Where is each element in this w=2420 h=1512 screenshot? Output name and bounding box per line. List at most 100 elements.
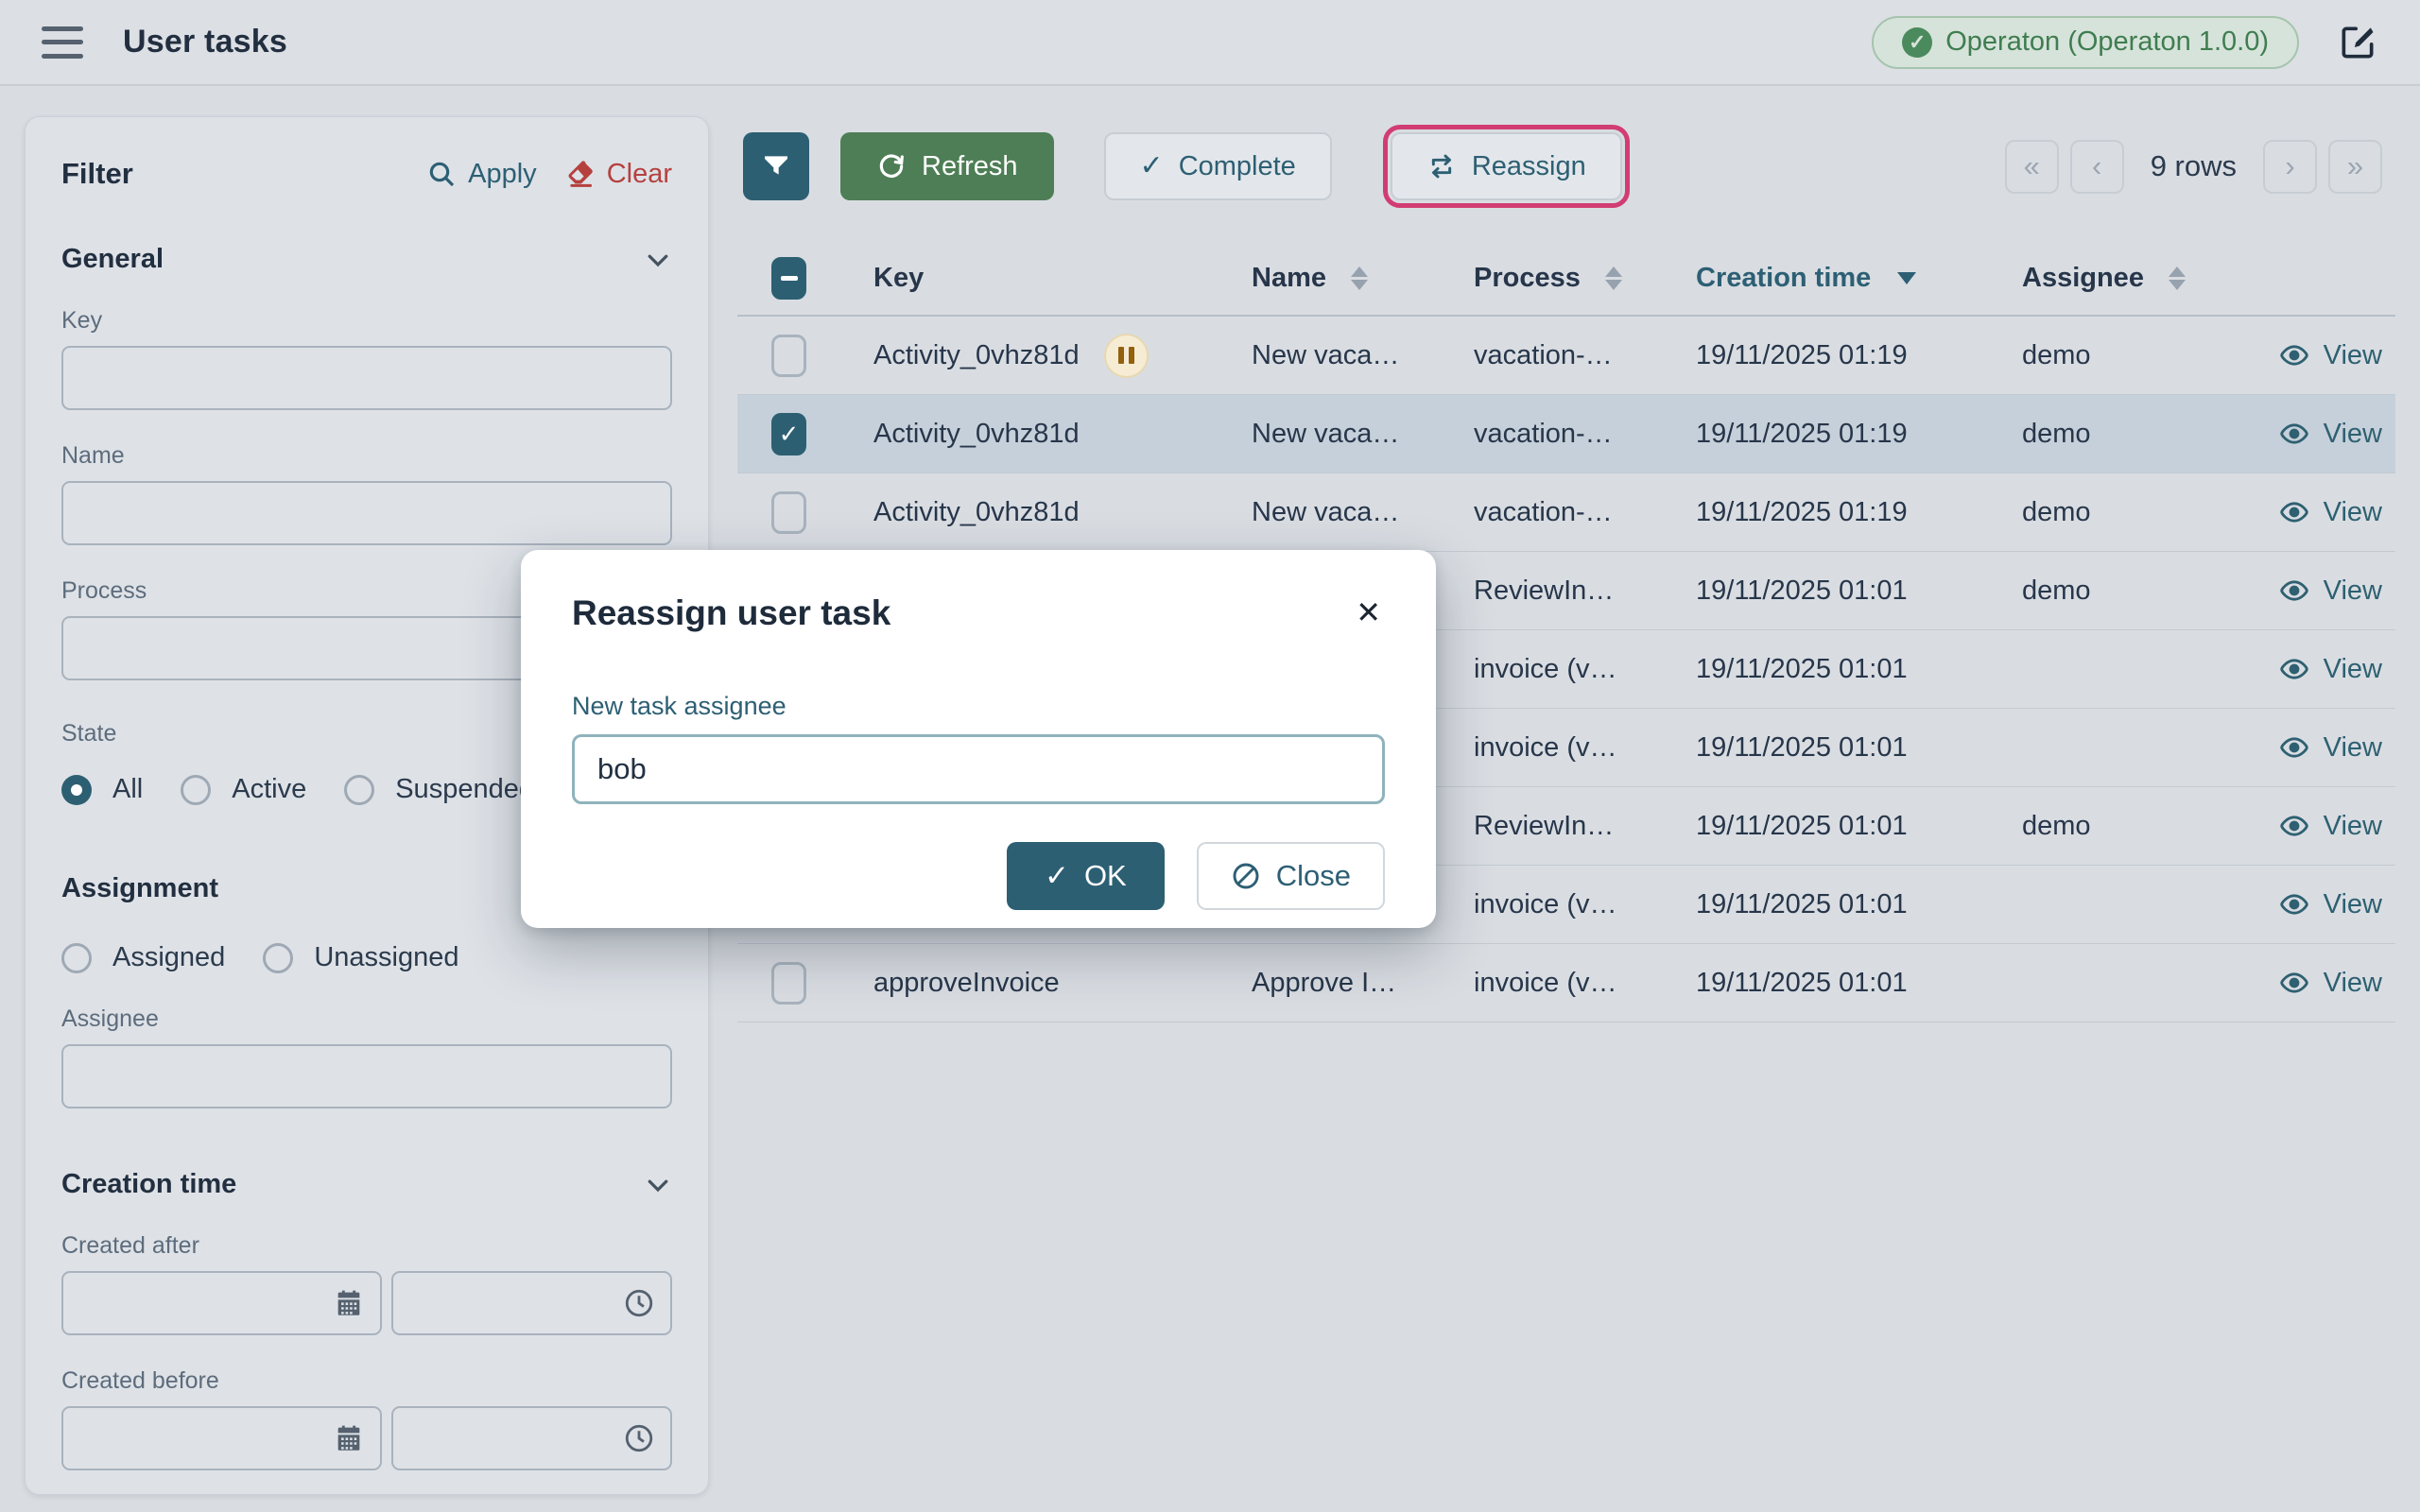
pagination-next-button[interactable]: ›: [2263, 139, 2317, 194]
view-task-button[interactable]: View: [2212, 496, 2395, 528]
assignee-field-label: Assignee: [61, 1005, 159, 1032]
view-task-button[interactable]: View: [2212, 653, 2395, 685]
refresh-button-label: Refresh: [922, 150, 1018, 181]
created-after-date-field: [61, 1271, 382, 1335]
table-row[interactable]: Activity_0vhz81d New vaca… vacation-… 19…: [737, 317, 2395, 395]
eye-icon: [2279, 972, 2308, 993]
reassign-button[interactable]: Reassign: [1382, 125, 1630, 208]
view-task-button[interactable]: View: [2212, 967, 2395, 999]
clock-icon[interactable]: [623, 1422, 655, 1454]
column-header-process[interactable]: Process: [1451, 263, 1673, 294]
column-header-assignee[interactable]: Assignee: [1999, 263, 2212, 294]
column-header-creation-time[interactable]: Creation time: [1673, 263, 1999, 294]
clear-filter-button[interactable]: Clear: [565, 159, 672, 190]
cell-key: Activity_0vhz81d: [873, 418, 1080, 449]
created-before-time-input[interactable]: [392, 1408, 670, 1469]
toolbar: Refresh ✓ Complete Reassign: [743, 125, 1630, 208]
calendar-icon[interactable]: [333, 1422, 365, 1454]
table-row[interactable]: invoice (v… 19/11/2025 01:01 View: [737, 709, 2395, 787]
pagination-prev-button[interactable]: ‹: [2069, 139, 2124, 194]
row-checkbox[interactable]: [771, 334, 806, 377]
cell-key: Activity_0vhz81d: [851, 333, 1229, 378]
eraser-icon: [568, 161, 593, 187]
view-task-button[interactable]: View: [2212, 888, 2395, 920]
clock-icon[interactable]: [623, 1287, 655, 1319]
select-all-checkbox[interactable]: [771, 256, 806, 300]
pagination-first-button[interactable]: «: [2004, 139, 2059, 194]
chevron-down-icon[interactable]: [644, 1171, 672, 1199]
reassign-button-label: Reassign: [1471, 150, 1586, 181]
eye-icon: [2279, 580, 2308, 601]
column-header-name[interactable]: Name: [1229, 263, 1451, 294]
new-assignee-input[interactable]: [572, 734, 1385, 804]
hamburger-menu-icon[interactable]: [42, 26, 83, 59]
created-before-date-input[interactable]: [63, 1408, 380, 1469]
created-after-time-input[interactable]: [392, 1273, 670, 1333]
calendar-icon[interactable]: [333, 1287, 365, 1319]
state-radio-suspended[interactable]: [344, 774, 375, 805]
close-button[interactable]: Close: [1196, 842, 1385, 910]
view-task-button[interactable]: View: [2212, 339, 2395, 371]
table-row[interactable]: approveInvoice Approve I… invoice (v… 19…: [737, 944, 2395, 1022]
view-task-button[interactable]: View: [2212, 731, 2395, 764]
row-checkbox[interactable]: ✓: [771, 412, 806, 455]
created-after-time-field: [390, 1271, 672, 1335]
column-header-key[interactable]: Key: [873, 262, 925, 293]
cell-creation-time: 19/11/2025 01:19: [1696, 339, 1908, 370]
edit-icon[interactable]: [2337, 22, 2378, 63]
eye-icon: [2279, 345, 2308, 366]
chevron-down-icon[interactable]: [644, 246, 672, 274]
pagination-last-button[interactable]: »: [2328, 139, 2382, 194]
modal-title: Reassign user task: [572, 593, 891, 632]
cell-process: invoice (v…: [1474, 653, 1617, 684]
table-row[interactable]: invoice (v… 19/11/2025 01:01 View: [737, 866, 2395, 944]
cell-creation-time: 19/11/2025 01:01: [1696, 653, 1908, 684]
cell-assignee: demo: [2022, 575, 2091, 606]
view-task-button[interactable]: View: [2212, 575, 2395, 607]
created-before-date-field: [61, 1406, 382, 1470]
complete-button-label: Complete: [1178, 150, 1296, 181]
key-field-input[interactable]: [61, 346, 672, 410]
view-task-button[interactable]: View: [2212, 810, 2395, 842]
section-title-assignment: Assignment: [61, 873, 218, 903]
chevron-right-icon: ›: [2285, 149, 2295, 182]
state-radio-active[interactable]: [181, 774, 212, 805]
table-row[interactable]: ✓ Activity_0vhz81d New vaca… vacation-… …: [737, 395, 2395, 473]
assignee-field-input[interactable]: [61, 1044, 672, 1108]
view-task-button[interactable]: View: [2212, 418, 2395, 450]
cell-name: New vaca…: [1252, 418, 1400, 449]
complete-button[interactable]: ✓ Complete: [1103, 132, 1332, 200]
eye-icon: [2279, 894, 2308, 915]
row-checkbox[interactable]: [771, 961, 806, 1005]
apply-filter-button[interactable]: Apply: [426, 159, 537, 190]
section-title-creation-time: Creation time: [61, 1169, 237, 1199]
refresh-icon: [879, 154, 904, 178]
sort-icon: [1604, 266, 1622, 290]
state-radio-all[interactable]: [61, 774, 92, 805]
assignment-radio-group: Assigned Unassigned: [61, 942, 672, 973]
table-row[interactable]: ReviewIn… 19/11/2025 01:01 demo View: [737, 787, 2395, 866]
assignment-radio-unassigned[interactable]: [263, 942, 294, 973]
eye-icon: [2279, 423, 2308, 444]
refresh-button[interactable]: Refresh: [840, 132, 1054, 200]
row-checkbox[interactable]: [771, 490, 806, 534]
filter-toggle-button[interactable]: [743, 132, 809, 200]
sort-desc-icon: [1897, 271, 1917, 284]
check-icon: ✓: [1139, 150, 1164, 181]
sort-icon: [2168, 266, 2186, 290]
name-field-label: Name: [61, 442, 125, 469]
assignment-radio-assigned[interactable]: [61, 942, 92, 973]
slash-circle-icon: [1233, 863, 1259, 889]
cell-creation-time: 19/11/2025 01:01: [1696, 967, 1908, 998]
cell-key: Activity_0vhz81d: [873, 496, 1080, 527]
cell-creation-time: 19/11/2025 01:01: [1696, 575, 1908, 606]
funnel-icon: [765, 156, 787, 175]
cell-assignee: demo: [2022, 496, 2091, 527]
table-row[interactable]: ReviewIn… 19/11/2025 01:01 demo View: [737, 552, 2395, 630]
modal-close-icon[interactable]: ✕: [1352, 593, 1385, 631]
table-row[interactable]: Activity_0vhz81d New vaca… vacation-… 19…: [737, 473, 2395, 552]
created-after-date-input[interactable]: [63, 1273, 380, 1333]
ok-button[interactable]: ✓ OK: [1006, 842, 1165, 910]
name-field-input[interactable]: [61, 481, 672, 545]
